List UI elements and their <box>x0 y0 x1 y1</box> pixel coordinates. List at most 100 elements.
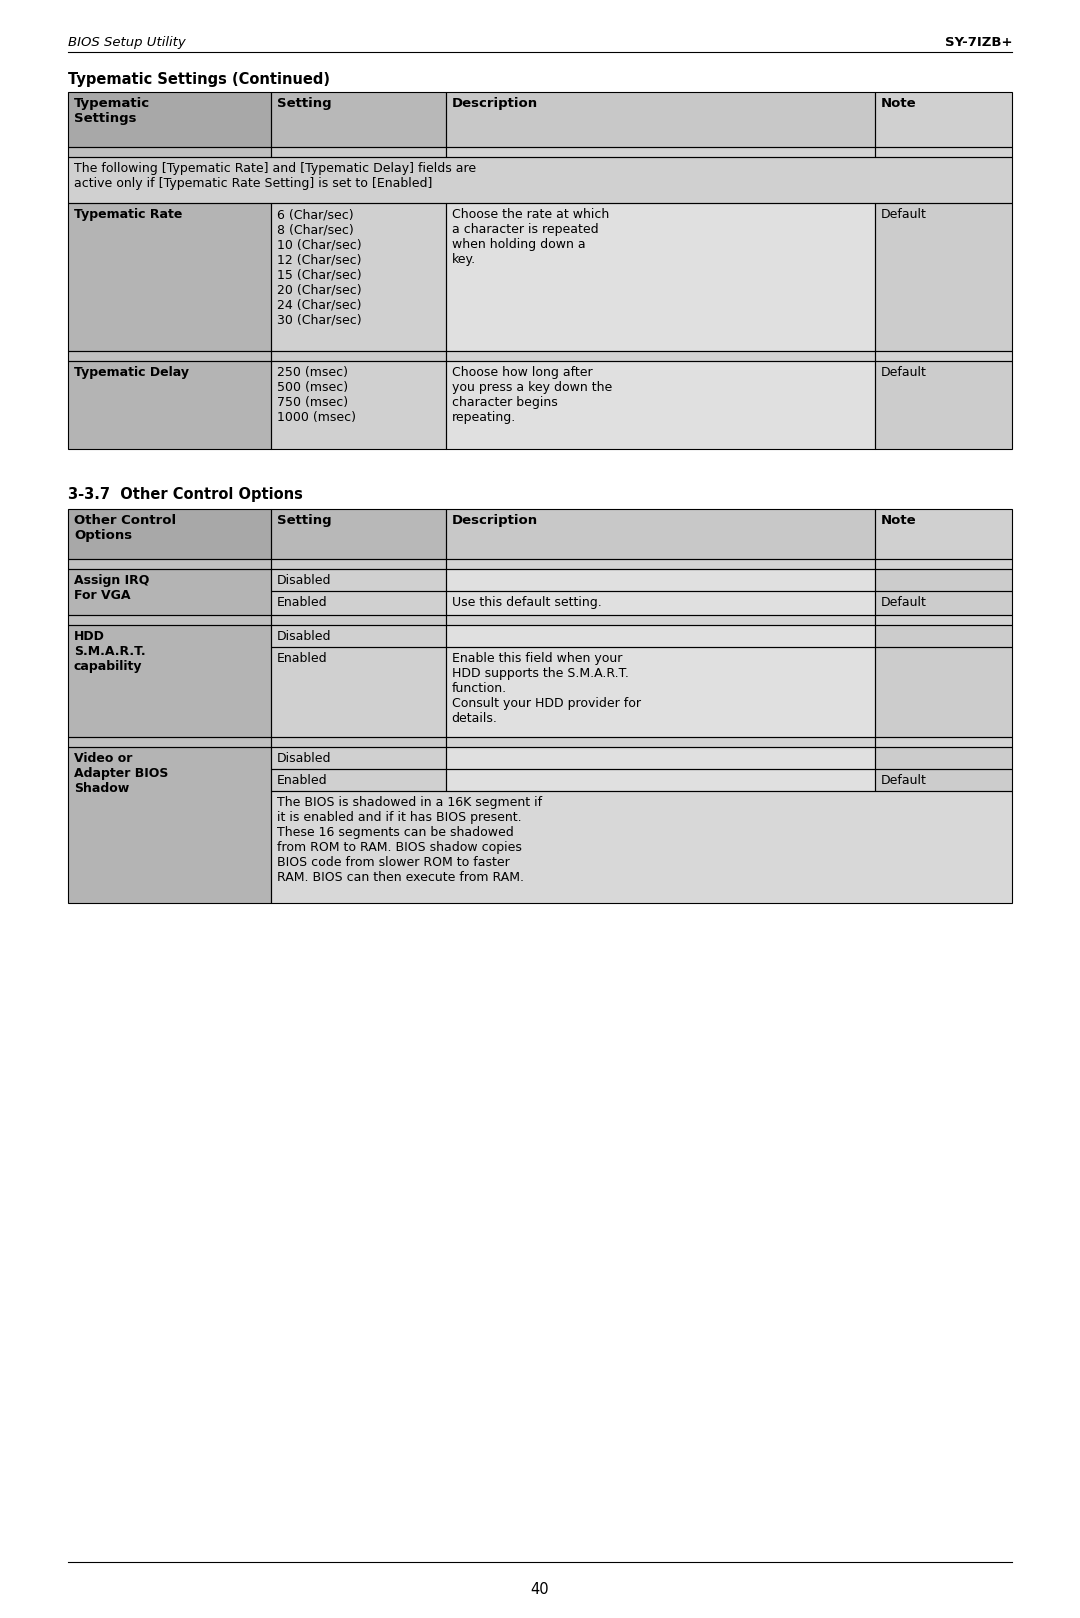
Text: Disabled: Disabled <box>276 752 332 765</box>
Bar <box>446 361 875 450</box>
Bar <box>271 351 446 361</box>
Bar <box>875 625 1012 647</box>
Bar <box>271 769 446 791</box>
Text: The following [Typematic Rate] and [Typematic Delay] fields are
active only if [: The following [Typematic Rate] and [Type… <box>75 162 476 189</box>
Text: Other Control
Options: Other Control Options <box>75 515 176 542</box>
Bar <box>68 625 271 738</box>
Bar <box>875 738 1012 748</box>
Text: Default: Default <box>881 595 927 608</box>
Bar <box>68 92 271 147</box>
Bar <box>271 738 446 748</box>
Text: Setting: Setting <box>276 97 332 110</box>
Bar <box>875 769 1012 791</box>
Bar <box>271 615 446 625</box>
Bar <box>875 147 1012 157</box>
Bar <box>68 361 271 450</box>
Bar <box>446 769 875 791</box>
Bar <box>446 625 875 647</box>
Bar <box>68 351 271 361</box>
Bar <box>68 625 271 738</box>
Bar <box>875 361 1012 450</box>
Bar <box>875 558 1012 570</box>
Bar <box>271 558 446 570</box>
Bar <box>271 351 446 361</box>
Text: Note: Note <box>881 515 917 527</box>
Bar <box>875 510 1012 558</box>
Bar <box>446 615 875 625</box>
Bar <box>68 202 271 351</box>
Text: Typematic Rate: Typematic Rate <box>75 209 183 222</box>
Bar <box>446 558 875 570</box>
Text: Default: Default <box>881 773 927 786</box>
Bar <box>446 591 875 615</box>
Bar <box>875 361 1012 450</box>
Bar <box>875 647 1012 738</box>
Bar <box>68 147 271 157</box>
Bar <box>271 570 446 591</box>
Bar <box>68 738 271 748</box>
Bar <box>271 147 446 157</box>
Bar <box>446 361 875 450</box>
Bar <box>875 351 1012 361</box>
Bar <box>446 558 875 570</box>
Bar <box>875 591 1012 615</box>
Text: Typematic Delay: Typematic Delay <box>75 366 189 379</box>
Text: Enabled: Enabled <box>276 773 327 786</box>
Text: Typematic
Settings: Typematic Settings <box>75 97 150 125</box>
Text: Choose how long after
you press a key down the
character begins
repeating.: Choose how long after you press a key do… <box>451 366 612 424</box>
Bar <box>271 361 446 450</box>
Bar <box>68 738 271 748</box>
Bar <box>875 570 1012 591</box>
Bar <box>446 510 875 558</box>
Bar <box>446 92 875 147</box>
Bar <box>446 647 875 738</box>
Bar <box>271 361 446 450</box>
Bar <box>68 361 271 450</box>
Bar <box>271 791 1012 903</box>
Bar <box>875 570 1012 591</box>
Bar <box>68 92 271 147</box>
Bar <box>446 570 875 591</box>
Bar <box>271 147 446 157</box>
Bar <box>446 92 875 147</box>
Text: The BIOS is shadowed in a 16K segment if
it is enabled and if it has BIOS presen: The BIOS is shadowed in a 16K segment if… <box>276 796 542 883</box>
Bar <box>446 351 875 361</box>
Bar <box>446 591 875 615</box>
Bar <box>271 615 446 625</box>
Text: SY-7IZB+: SY-7IZB+ <box>945 36 1012 49</box>
Text: Disabled: Disabled <box>276 574 332 587</box>
Bar <box>68 147 271 157</box>
Bar <box>68 748 271 903</box>
Text: Description: Description <box>451 97 538 110</box>
Bar <box>875 92 1012 147</box>
Bar <box>68 570 271 615</box>
Text: Disabled: Disabled <box>276 629 332 642</box>
Text: Assign IRQ
For VGA: Assign IRQ For VGA <box>75 574 149 602</box>
Bar <box>446 510 875 558</box>
Text: HDD
S.M.A.R.T.
capability: HDD S.M.A.R.T. capability <box>75 629 146 673</box>
Bar <box>875 625 1012 647</box>
Text: Enabled: Enabled <box>276 595 327 608</box>
Bar <box>271 647 446 738</box>
Bar <box>271 769 446 791</box>
Bar <box>446 147 875 157</box>
Bar <box>271 748 446 769</box>
Bar <box>446 615 875 625</box>
Bar <box>875 769 1012 791</box>
Text: Default: Default <box>881 366 927 379</box>
Text: Video or
Adapter BIOS
Shadow: Video or Adapter BIOS Shadow <box>75 752 168 794</box>
Bar <box>271 591 446 615</box>
Text: 40: 40 <box>530 1582 550 1597</box>
Bar <box>68 615 271 625</box>
Text: 6 (Char/sec)
8 (Char/sec)
10 (Char/sec)
12 (Char/sec)
15 (Char/sec)
20 (Char/sec: 6 (Char/sec) 8 (Char/sec) 10 (Char/sec) … <box>276 209 362 325</box>
Bar <box>271 591 446 615</box>
Bar <box>875 748 1012 769</box>
Bar <box>68 615 271 625</box>
Bar <box>271 510 446 558</box>
Text: 250 (msec)
500 (msec)
750 (msec)
1000 (msec): 250 (msec) 500 (msec) 750 (msec) 1000 (m… <box>276 366 356 424</box>
Bar <box>68 157 1012 202</box>
Bar <box>271 738 446 748</box>
Bar <box>271 202 446 351</box>
Bar <box>446 202 875 351</box>
Bar <box>446 748 875 769</box>
